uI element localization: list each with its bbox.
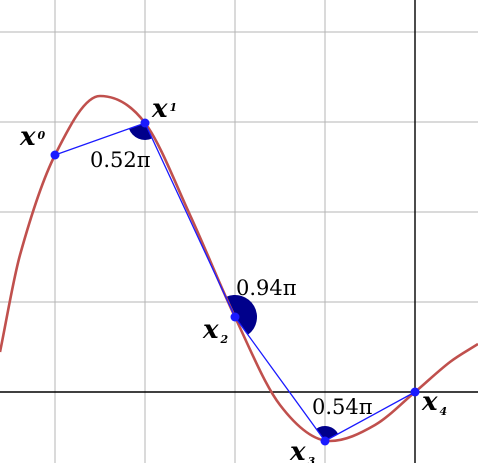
angle-wedge-x2 (225, 295, 257, 335)
point-x3 (320, 436, 330, 446)
point-x2 (230, 312, 240, 322)
angle-label-x1: 0.52π (90, 148, 151, 172)
point-x4 (410, 387, 420, 397)
function-curve (0, 94, 478, 443)
angle-label-x3: 0.54π (312, 395, 373, 419)
point-x1 (140, 118, 150, 128)
angle-wedge-x3 (316, 426, 339, 441)
angle-wedges (128, 123, 339, 441)
iteration-points (50, 118, 420, 446)
point-x0 (50, 150, 60, 160)
angle-label-x2: 0.94π (236, 276, 297, 300)
